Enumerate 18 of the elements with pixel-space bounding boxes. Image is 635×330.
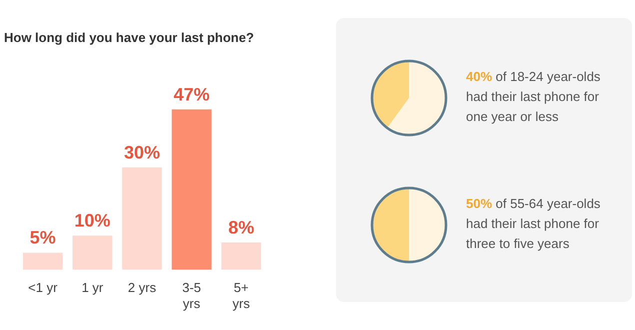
x-tick-label: 2 yrs [128, 280, 157, 296]
text: 50% of 55-64 year-olds had their last phone for three to five years [466, 195, 602, 253]
data-label: 5% [30, 228, 56, 248]
x-tick-label: 5+ yrs [232, 280, 250, 311]
bar [221, 242, 262, 270]
data-label: 10% [74, 210, 110, 231]
bar [72, 236, 112, 270]
data-label: 30% [124, 142, 160, 162]
x-tick-label: 3-5 yrs [182, 280, 201, 311]
bar [22, 252, 63, 270]
x-tick-label: 1 yr [82, 280, 104, 296]
bar [172, 109, 212, 270]
x-tick-label: <1 yr [28, 280, 58, 296]
text: 40% of 18-24 year-olds had their last phone for one year or less [466, 68, 602, 126]
data-label: 47% [174, 84, 210, 104]
chart-title: How long did you have your last phone? [4, 30, 254, 45]
bar [122, 167, 162, 270]
data-label: 8% [228, 217, 254, 238]
